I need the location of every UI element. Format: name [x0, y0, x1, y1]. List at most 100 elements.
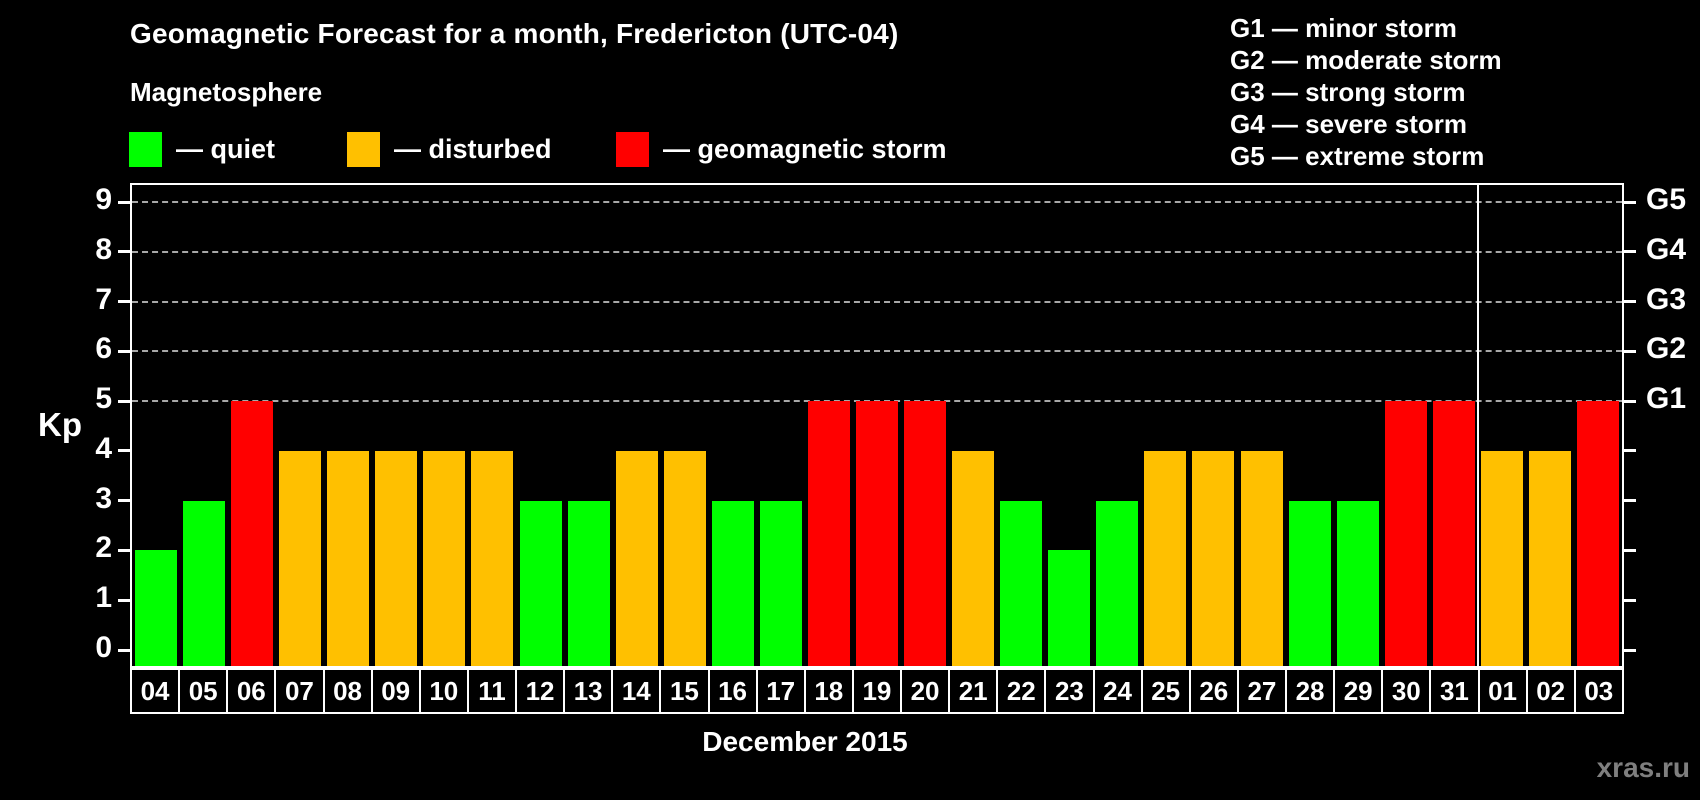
- right-tick-3: [1624, 499, 1636, 503]
- right-tick-0: [1624, 648, 1636, 652]
- quiet-color-swatch: [129, 132, 162, 167]
- kp-bar-03: [1576, 401, 1619, 666]
- kp-bar-17: [759, 500, 802, 666]
- kp-bar-07: [279, 450, 322, 666]
- kp-bar-14: [615, 450, 658, 666]
- right-tick-4: [1624, 449, 1636, 453]
- day-cell-04: 04: [130, 668, 181, 714]
- right-tick-2: [1624, 548, 1636, 552]
- y-tick-label-1: 1: [95, 581, 112, 615]
- g-scale-label-g4: G4: [1646, 232, 1687, 266]
- day-cell-09: 09: [370, 668, 421, 714]
- day-cell-12: 12: [515, 668, 566, 714]
- g-scale-label-g3: G3: [1646, 282, 1687, 316]
- plot-area: [130, 183, 1624, 668]
- day-cell-02: 02: [1525, 668, 1576, 714]
- day-cell-30: 30: [1381, 668, 1432, 714]
- gridline-kp6: [132, 350, 1622, 353]
- kp-bar-16: [711, 500, 754, 666]
- chart-title: Geomagnetic Forecast for a month, Freder…: [130, 18, 899, 49]
- gridline-kp9: [132, 201, 1622, 203]
- day-cell-22: 22: [996, 668, 1047, 714]
- gridline-kp8: [132, 250, 1622, 253]
- kp-bar-02: [1528, 450, 1571, 666]
- legend-item-storm: — geomagnetic storm: [616, 132, 947, 167]
- kp-bar-29: [1336, 500, 1379, 666]
- kp-bar-18: [807, 401, 850, 666]
- day-cell-08: 08: [322, 668, 373, 714]
- month-caption: December 2015: [702, 726, 908, 757]
- day-cell-01: 01: [1477, 668, 1528, 714]
- kp-bar-31: [1432, 401, 1475, 666]
- g2-legend-line: G2 — moderate storm: [1230, 45, 1502, 75]
- day-cell-13: 13: [563, 668, 614, 714]
- day-cell-16: 16: [707, 668, 758, 714]
- kp-bar-30: [1384, 401, 1427, 666]
- legend-label: — disturbed: [394, 134, 552, 164]
- legend-label: — quiet: [176, 134, 275, 164]
- kp-bar-11: [471, 450, 514, 666]
- right-tick-6: [1624, 349, 1636, 353]
- day-cell-06: 06: [226, 668, 277, 714]
- y-tick-label-4: 4: [95, 431, 112, 465]
- right-tick-7: [1624, 300, 1636, 304]
- day-cell-11: 11: [466, 668, 517, 714]
- kp-bar-23: [1048, 550, 1091, 666]
- y-axis-title-kp: Kp: [38, 406, 82, 443]
- day-cell-19: 19: [851, 668, 902, 714]
- kp-bar-22: [1000, 500, 1043, 666]
- kp-bar-04: [135, 550, 178, 666]
- right-tick-5: [1624, 399, 1636, 403]
- left-tick-9: [118, 200, 130, 204]
- legend-label: — geomagnetic storm: [663, 134, 947, 164]
- right-tick-1: [1624, 598, 1636, 602]
- day-cell-28: 28: [1285, 668, 1336, 714]
- day-cell-26: 26: [1188, 668, 1239, 714]
- day-cell-14: 14: [611, 668, 662, 714]
- left-tick-0: [118, 648, 130, 652]
- kp-bar-27: [1240, 450, 1283, 666]
- y-tick-label-2: 2: [95, 531, 112, 565]
- kp-bar-15: [663, 450, 706, 666]
- kp-bar-13: [567, 500, 610, 666]
- kp-bar-01: [1480, 450, 1523, 666]
- left-tick-2: [118, 548, 130, 552]
- g1-legend-line: G1 — minor storm: [1230, 13, 1457, 43]
- kp-bar-28: [1288, 500, 1331, 666]
- kp-bar-08: [327, 450, 370, 666]
- left-tick-1: [118, 598, 130, 602]
- day-cell-07: 07: [274, 668, 325, 714]
- y-tick-label-5: 5: [95, 382, 112, 416]
- g4-legend-line: G4 — severe storm: [1230, 109, 1468, 139]
- y-tick-label-8: 8: [95, 232, 112, 266]
- kp-bar-19: [856, 401, 898, 666]
- month-boundary-line: [1476, 185, 1479, 666]
- kp-bar-20: [904, 401, 947, 666]
- day-cell-03: 03: [1573, 668, 1624, 714]
- gridline-kp7: [132, 300, 1622, 303]
- day-cell-23: 23: [1044, 668, 1095, 714]
- kp-bar-06: [231, 401, 274, 666]
- day-cell-10: 10: [418, 668, 469, 714]
- kp-bar-26: [1192, 450, 1235, 666]
- legend-item-disturbed: — disturbed: [347, 132, 552, 167]
- magnetosphere-label: Magnetosphere: [130, 77, 323, 107]
- left-tick-4: [118, 449, 130, 453]
- g-scale-label-g1: G1: [1646, 382, 1687, 416]
- right-tick-8: [1624, 250, 1636, 254]
- kp-bar-10: [423, 450, 466, 666]
- g-scale-legend: G1 — minor storm G2 — moderate storm G3 …: [1230, 12, 1502, 172]
- g-scale-label-g5: G5: [1646, 183, 1687, 216]
- storm-color-swatch: [616, 132, 649, 167]
- day-cell-24: 24: [1092, 668, 1143, 714]
- kp-bar-05: [183, 500, 226, 666]
- legend-item-quiet: — quiet: [129, 132, 275, 167]
- day-cell-17: 17: [755, 668, 806, 714]
- gridline-kp5: [132, 400, 1622, 403]
- kp-bar-21: [952, 450, 995, 666]
- right-tick-9: [1624, 200, 1636, 204]
- left-tick-8: [118, 250, 130, 254]
- kp-bar-25: [1144, 450, 1187, 666]
- day-cell-29: 29: [1333, 668, 1384, 714]
- day-cell-31: 31: [1429, 668, 1480, 714]
